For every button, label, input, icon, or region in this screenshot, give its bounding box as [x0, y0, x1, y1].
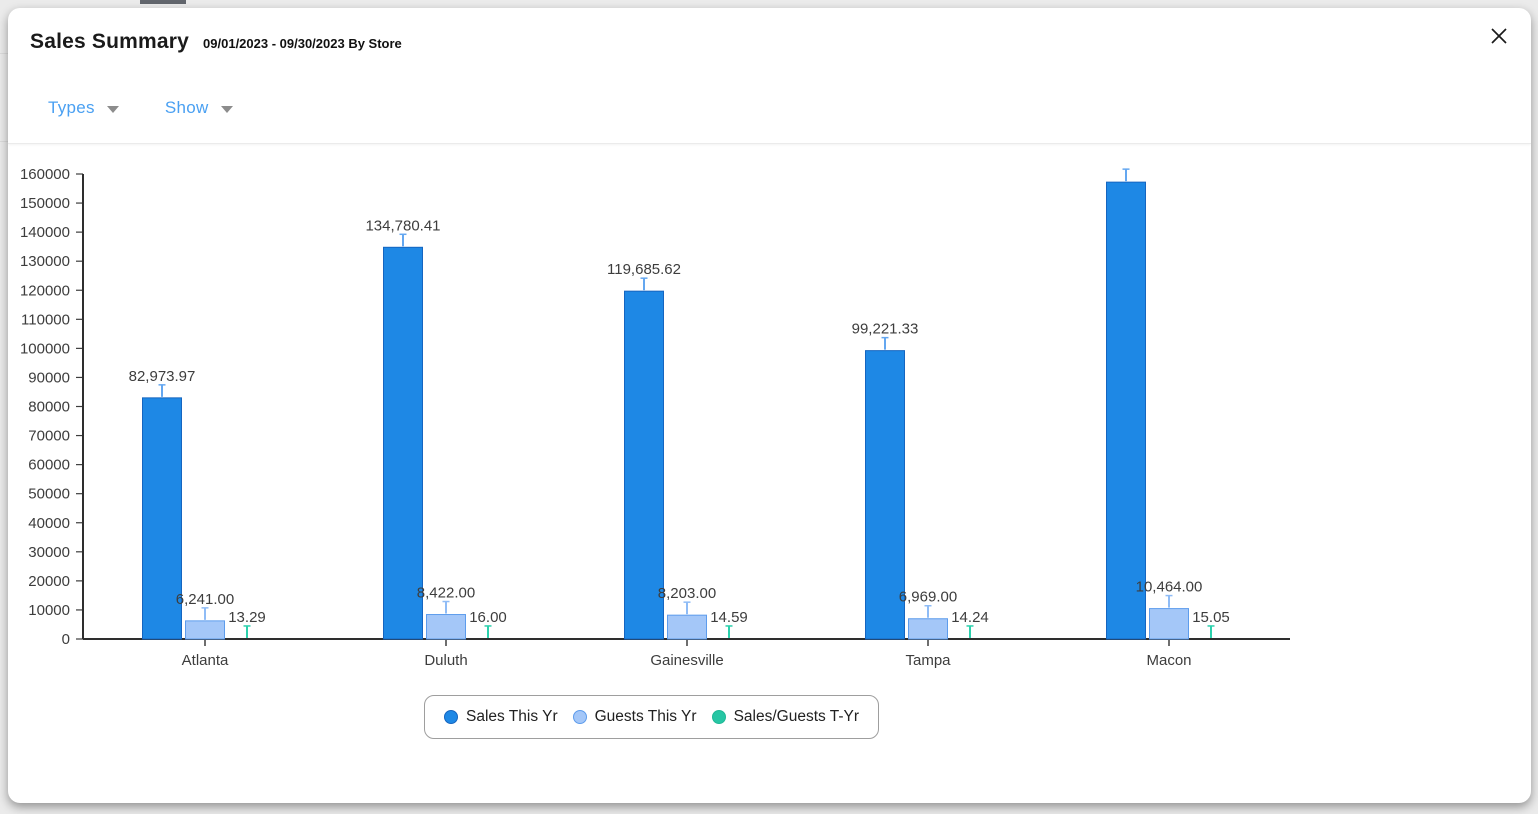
x-axis-category-label: Gainesville: [650, 652, 723, 669]
legend-item-sales-this-yr[interactable]: Sales This Yr: [444, 708, 558, 726]
x-axis-category-label: Tampa: [905, 652, 951, 669]
y-axis-tick-label: 10000: [28, 602, 70, 619]
y-axis-tick-label: 110000: [21, 311, 70, 328]
types-dropdown-label: Types: [48, 98, 95, 117]
legend-color-dot-icon: [572, 710, 587, 724]
value-label: 15.05: [1192, 609, 1230, 626]
close-button[interactable]: [1489, 26, 1509, 46]
y-axis-tick-label: 160000: [20, 166, 70, 183]
background-page-text-fragment: [140, 0, 186, 4]
background-page-divider: [0, 141, 8, 142]
x-axis-category-label: Duluth: [424, 652, 467, 669]
legend-color-dot-icon: [711, 710, 726, 724]
y-axis-tick-label: 90000: [28, 369, 70, 386]
value-label: 82,973.97: [129, 368, 196, 385]
page-title: Sales Summary: [30, 30, 190, 53]
legend-label: Sales/Guests T-Yr: [733, 708, 860, 725]
controls-row: Types Show: [8, 54, 1531, 118]
value-label: 8,203.00: [658, 585, 716, 602]
chart-legend: Sales This Yr Guests This Yr Sales/Guests …: [424, 695, 880, 739]
types-dropdown[interactable]: Types: [48, 98, 119, 118]
legend-item-sales-guests-t-yr[interactable]: Sales/Guests T-Yr: [711, 708, 860, 726]
y-axis-tick-label: 40000: [28, 515, 70, 532]
bar-guests-this-yr-duluth[interactable]: [426, 614, 466, 640]
value-label: 134,780.41: [365, 217, 440, 234]
value-label: 8,422.00: [417, 585, 475, 602]
value-label: 10,464.00: [1136, 579, 1203, 596]
bar-sales-this-yr-duluth[interactable]: [383, 246, 423, 640]
legend-item-guests-this-yr[interactable]: Guests This Yr: [572, 708, 697, 726]
y-axis-tick-label: 60000: [28, 457, 70, 474]
chart-area: 0 10000 20000 30000 40000 50000 60000 70000 8000…: [8, 138, 1531, 693]
value-label: 6,969.00: [899, 589, 957, 606]
y-axis-tick-label: 150000: [20, 195, 70, 212]
y-axis-tick-label: 0: [62, 631, 70, 648]
y-axis-tick-label: 70000: [28, 428, 70, 445]
bar-guests-this-yr-gainesville[interactable]: [667, 614, 707, 640]
value-label: 14.24: [951, 609, 989, 626]
bar-guests-this-yr-macon[interactable]: [1149, 608, 1189, 640]
bar-guests-this-yr-tampa[interactable]: [908, 618, 948, 640]
sales-summary-modal: Sales Summary 09/01/2023 - 09/30/2023 By…: [8, 8, 1531, 803]
value-label: 6,241.00: [176, 591, 234, 608]
legend-color-dot-icon: [444, 710, 458, 724]
bar-sales-this-yr-tampa[interactable]: [865, 350, 905, 640]
value-label: 13.29: [228, 609, 266, 626]
bar-guests-this-yr-atlanta[interactable]: [185, 620, 225, 640]
value-label: 119,685.62: [607, 261, 681, 278]
y-axis-tick-label: 130000: [20, 253, 70, 270]
show-dropdown[interactable]: Show: [165, 98, 233, 118]
y-axis-tick-label: 80000: [28, 399, 70, 416]
modal-header: Sales Summary 09/01/2023 - 09/30/2023 By…: [8, 8, 1531, 144]
bar-sales-this-yr-atlanta[interactable]: [142, 397, 182, 640]
background-page-divider: [0, 53, 8, 54]
y-axis-tick-label: 20000: [28, 573, 70, 590]
title-row: Sales Summary 09/01/2023 - 09/30/2023 By…: [8, 8, 1531, 54]
date-range-subtitle: 09/01/2023 - 09/30/2023 By Store: [203, 36, 402, 51]
close-icon: [1491, 28, 1507, 44]
sales-summary-bar-chart: 0 10000 20000 30000 40000 50000 60000 70000 8000…: [20, 166, 1290, 669]
value-label: 14.59: [710, 609, 748, 626]
show-dropdown-label: Show: [164, 98, 209, 117]
legend-label: Sales This Yr: [466, 708, 558, 725]
chevron-down-icon: [220, 106, 233, 113]
y-axis-tick-label: 140000: [20, 224, 70, 241]
y-axis-tick-label: 30000: [28, 544, 70, 561]
bar-sales-this-yr-gainesville[interactable]: [624, 290, 664, 640]
bar-sales-this-yr-macon[interactable]: [1106, 181, 1146, 640]
legend-label: Guests This Yr: [594, 708, 697, 725]
x-axis-category-label: Macon: [1146, 652, 1191, 669]
chevron-down-icon: [106, 106, 119, 113]
x-axis-category-label: Atlanta: [182, 652, 229, 669]
value-label: 16.00: [469, 609, 507, 626]
y-axis-tick-label: 100000: [20, 340, 70, 357]
y-axis-tick-label: 50000: [28, 486, 70, 503]
y-axis-tick-label: 120000: [20, 282, 70, 299]
value-label: 99,221.33: [852, 321, 919, 338]
